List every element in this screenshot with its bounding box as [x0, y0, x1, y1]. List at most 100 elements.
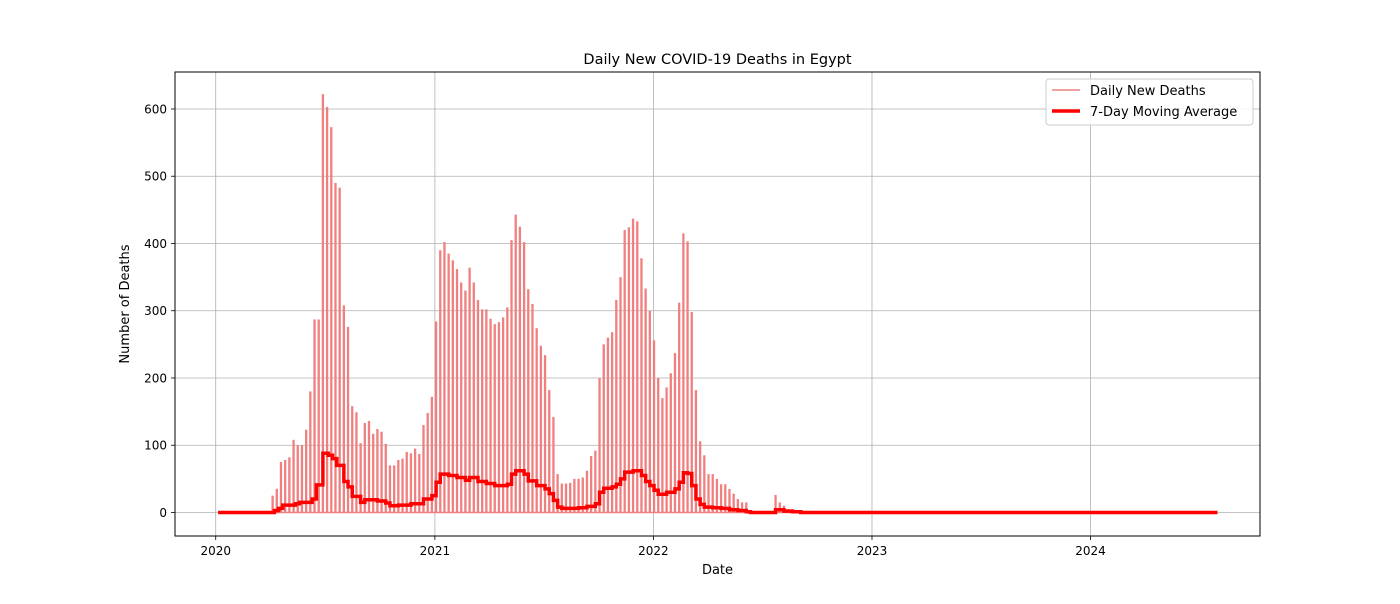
daily-deaths-bar: [531, 304, 534, 513]
daily-deaths-bar: [724, 484, 727, 513]
legend-label-daily: Daily New Deaths: [1090, 84, 1206, 99]
daily-deaths-bar: [690, 312, 693, 513]
daily-deaths-bar: [334, 182, 337, 513]
daily-deaths-bar: [577, 478, 580, 513]
daily-deaths-bar: [376, 429, 379, 513]
chart-title: Daily New COVID-19 Deaths in Egypt: [583, 52, 851, 68]
y-tick-label: 600: [144, 102, 167, 116]
x-tick-label: 2023: [857, 544, 888, 558]
daily-deaths-bar: [657, 377, 660, 513]
daily-deaths-bar: [451, 260, 454, 513]
daily-deaths-bar: [309, 391, 312, 513]
daily-deaths-bar: [661, 398, 664, 513]
daily-deaths-bar: [426, 412, 429, 513]
daily-deaths-bar: [682, 233, 685, 513]
daily-deaths-bar: [279, 462, 283, 513]
daily-deaths-bar: [556, 474, 559, 513]
daily-deaths-bar: [397, 460, 400, 513]
daily-deaths-bar: [543, 355, 547, 513]
daily-deaths-bar: [346, 326, 350, 513]
daily-deaths-bar: [703, 455, 706, 513]
daily-deaths-bar: [351, 406, 354, 513]
daily-deaths-bar: [598, 377, 601, 513]
daily-deaths-bar: [304, 429, 308, 513]
legend: Daily New Deaths 7-Day Moving Average: [1045, 78, 1254, 126]
daily-deaths-bar: [610, 332, 614, 513]
daily-deaths-bar: [644, 288, 647, 513]
daily-deaths-bar: [694, 390, 698, 513]
daily-deaths-bar: [468, 267, 471, 513]
daily-deaths-bar: [539, 345, 543, 513]
daily-deaths-bar: [673, 353, 677, 513]
daily-deaths-bar: [627, 227, 631, 513]
daily-deaths-bar: [552, 416, 555, 513]
daily-deaths-bar: [501, 317, 505, 513]
x-axis-ticks: 2020 2021 2022 2023 2024: [200, 536, 1106, 558]
daily-deaths-bar: [678, 302, 681, 513]
daily-deaths-bar: [300, 445, 304, 513]
daily-deaths-bar: [455, 269, 459, 513]
daily-deaths-bar: [476, 299, 480, 513]
daily-deaths-bar: [615, 299, 618, 513]
daily-deaths-bar: [732, 493, 735, 513]
daily-deaths-bar: [652, 340, 656, 513]
y-axis-label: Number of Deaths: [118, 244, 133, 363]
daily-deaths-bars: [218, 94, 1218, 514]
daily-deaths-bar: [321, 94, 325, 513]
daily-deaths-bar: [594, 450, 597, 513]
y-tick-label: 400: [144, 237, 167, 251]
daily-deaths-bar: [648, 310, 651, 513]
daily-deaths-bar: [460, 282, 463, 513]
daily-deaths-bar: [363, 423, 366, 513]
daily-deaths-bar: [636, 221, 639, 513]
daily-deaths-bar: [728, 488, 731, 513]
daily-deaths-bar: [715, 478, 719, 513]
daily-deaths-bar: [388, 465, 392, 513]
plot-frame: [174, 71, 1261, 537]
daily-deaths-bar: [485, 309, 488, 513]
x-tick-label: 2020: [200, 544, 231, 558]
daily-deaths-bar: [401, 458, 404, 513]
daily-deaths-bar: [560, 483, 563, 513]
moving-average-path: [218, 451, 1218, 515]
daily-deaths-bar: [292, 439, 295, 513]
y-axis-ticks: 0 100 200 300 400 500 600: [144, 102, 175, 520]
daily-deaths-bar: [372, 433, 375, 513]
x-tick-label: 2024: [1075, 544, 1106, 558]
daily-deaths-bar: [548, 390, 551, 513]
y-tick-label: 300: [144, 304, 167, 318]
daily-deaths-bar: [338, 187, 341, 513]
daily-deaths-bar: [719, 484, 723, 513]
y-tick-label: 500: [144, 170, 167, 184]
daily-deaths-bar: [418, 453, 421, 513]
y-tick-label: 0: [159, 506, 167, 520]
daily-deaths-bar: [288, 457, 291, 513]
daily-deaths-bar: [745, 502, 748, 513]
daily-deaths-bar: [472, 282, 475, 513]
daily-deaths-bar: [430, 396, 434, 513]
y-tick-label: 200: [144, 371, 167, 385]
daily-deaths-bar: [325, 106, 329, 513]
y-tick-label: 100: [144, 439, 167, 453]
daily-deaths-bar: [564, 483, 568, 513]
daily-deaths-bar: [631, 218, 635, 513]
daily-deaths-bar: [698, 441, 702, 513]
x-axis-label: Date: [702, 563, 733, 578]
daily-deaths-bar: [481, 309, 484, 513]
daily-deaths-bar: [669, 373, 672, 513]
daily-deaths-bar: [619, 277, 622, 513]
daily-deaths-bar: [296, 445, 299, 513]
daily-deaths-bar: [393, 465, 396, 513]
daily-deaths-bar: [464, 290, 467, 513]
x-tick-label: 2022: [638, 544, 669, 558]
daily-deaths-bar: [665, 387, 668, 513]
daily-deaths-bar: [506, 307, 509, 513]
daily-deaths-bar: [736, 499, 740, 513]
daily-deaths-bar: [686, 241, 689, 513]
daily-deaths-bar: [623, 230, 626, 513]
daily-deaths-bar: [522, 242, 526, 513]
daily-deaths-bar: [384, 443, 387, 513]
daily-deaths-bar: [409, 453, 413, 513]
daily-deaths-bar: [330, 127, 333, 513]
